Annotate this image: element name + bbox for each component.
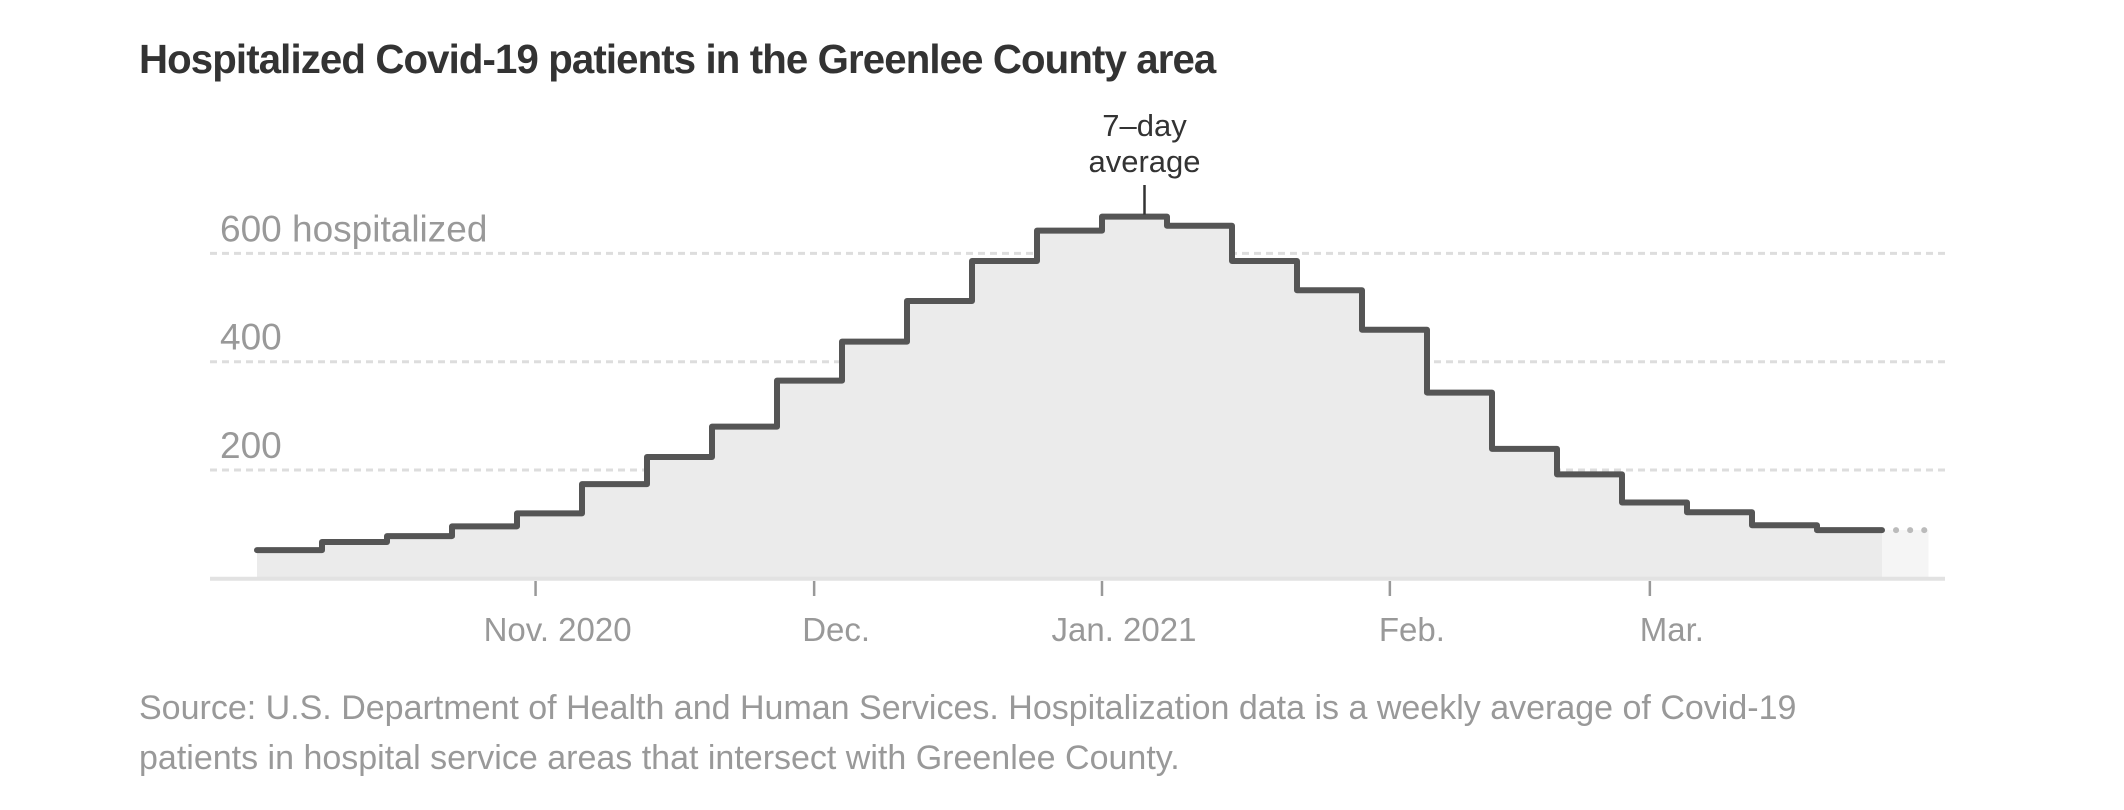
- x-tick-label: Nov. 2020: [484, 611, 632, 648]
- step-line: [254, 213, 1932, 554]
- area-week-17: [1362, 329, 1428, 579]
- area-week-10: [907, 301, 973, 579]
- area-incomplete: [1882, 530, 1929, 579]
- step-line-path: [254, 213, 1885, 554]
- area-week-22: [1687, 512, 1753, 579]
- area-week-4: [517, 513, 583, 579]
- area-week-18: [1427, 392, 1493, 579]
- area-week-23: [1752, 525, 1818, 579]
- x-axis: [210, 576, 1945, 596]
- area-week-11: [972, 260, 1038, 579]
- area-week-0: [257, 550, 323, 579]
- area-week-2: [387, 536, 453, 579]
- annotation-label: 7–day: [1102, 108, 1187, 143]
- area-week-12: [1037, 230, 1103, 579]
- chart-title: Hospitalized Covid-19 patients in the Gr…: [139, 36, 1216, 82]
- area-week-15: [1232, 260, 1298, 579]
- y-tick-label: 600 hospitalized: [220, 208, 487, 249]
- area-fill: [257, 216, 1929, 579]
- area-week-24: [1817, 530, 1883, 579]
- x-tick-label: Feb.: [1379, 611, 1445, 648]
- y-tick-label: 200: [220, 425, 282, 466]
- area-week-14: [1167, 225, 1233, 579]
- x-tick-label: Jan. 2021: [1052, 611, 1197, 648]
- area-week-19: [1492, 448, 1558, 579]
- area-week-16: [1297, 290, 1363, 579]
- area-week-21: [1622, 502, 1688, 579]
- area-week-13: [1102, 216, 1168, 579]
- area-week-9: [842, 341, 908, 579]
- source-line-2: patients in hospital service areas that …: [139, 739, 1180, 777]
- area-week-1: [322, 542, 388, 579]
- x-tick-label: Mar.: [1640, 611, 1704, 648]
- area-week-6: [647, 457, 713, 579]
- annotation-label: average: [1088, 144, 1200, 179]
- x-tick-label: Dec.: [802, 611, 870, 648]
- area-week-5: [582, 484, 648, 579]
- area-week-7: [712, 426, 778, 579]
- source-line-1: Source: U.S. Department of Health and Hu…: [139, 689, 1797, 727]
- source-note: Source: U.S. Department of Health and Hu…: [139, 683, 1959, 783]
- y-tick-label: 400: [220, 317, 282, 358]
- axis-labels: 200 400 600 hospitalized Nov. 2020 Dec. Jan. …: [220, 208, 1704, 648]
- area-week-20: [1557, 474, 1623, 579]
- area-week-3: [452, 526, 518, 579]
- area-week-8: [777, 380, 843, 579]
